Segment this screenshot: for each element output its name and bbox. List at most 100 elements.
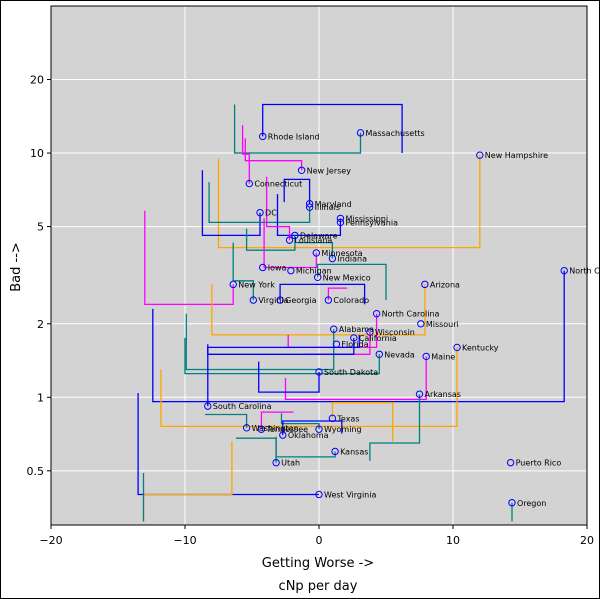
point-label: Nevada <box>384 350 415 359</box>
series-track <box>184 337 380 375</box>
data-point <box>312 249 321 257</box>
point-label: Kentucky <box>462 343 499 352</box>
y-tick-label: 10 <box>30 147 44 160</box>
point-label: West Virginia <box>324 490 376 499</box>
data-point <box>279 431 287 439</box>
data-point <box>330 325 338 333</box>
data-point <box>245 179 254 188</box>
point-label: Colorado <box>333 296 369 305</box>
point-label: Mississippi <box>345 214 388 223</box>
data-point <box>229 280 237 289</box>
point-label: New York <box>238 280 275 289</box>
point-labels: Rhode Island Massachusetts New Hampshire Ne… <box>213 129 599 508</box>
point-label: Illinois <box>315 203 340 212</box>
data-point <box>315 425 323 433</box>
point-label: Kansas <box>340 447 368 456</box>
data-point <box>332 340 341 348</box>
series-tracks <box>137 103 565 522</box>
series-track <box>317 263 387 301</box>
point-label: Oregon <box>517 499 546 508</box>
series-track <box>244 138 303 171</box>
x-axis-ticks: −20 −10 0 10 20 <box>39 525 594 547</box>
point-label: Washington <box>252 424 299 433</box>
point-label: Iowa <box>268 263 287 272</box>
point-label: North Carolina <box>382 310 440 319</box>
series-track <box>283 178 311 204</box>
series-track <box>279 283 366 305</box>
data-point <box>285 236 294 244</box>
data-point <box>276 296 284 304</box>
data-point <box>257 425 266 433</box>
x-tick-label: 0 <box>316 534 323 547</box>
point-label: Minnesota <box>321 249 362 258</box>
series-track <box>245 228 296 251</box>
data-point <box>356 129 365 137</box>
series-track <box>211 284 426 336</box>
point-label: Wyoming <box>324 425 362 434</box>
data-point <box>328 414 337 423</box>
point-label: South Dakota <box>324 368 378 377</box>
y-tick-label: 20 <box>30 74 44 87</box>
point-label: Texas <box>336 414 359 423</box>
data-point <box>242 424 251 432</box>
series-track <box>201 170 261 237</box>
point-label: Rhode Island <box>268 132 320 141</box>
series-track <box>137 393 319 496</box>
point-label: New Mexico <box>323 273 371 282</box>
data-point <box>256 208 264 217</box>
point-label: Michigan <box>296 267 332 276</box>
data-point <box>372 309 381 318</box>
data-point <box>421 280 429 289</box>
series-track <box>207 334 360 407</box>
x-tick-label: 20 <box>580 534 594 547</box>
series-track <box>282 420 343 436</box>
data-point <box>259 263 267 272</box>
data-point <box>305 203 314 211</box>
point-label: Alabama <box>339 325 374 334</box>
point-label: DC <box>265 209 277 218</box>
data-point <box>324 296 333 304</box>
series-track <box>160 347 458 428</box>
series-track <box>235 437 277 463</box>
point-label: Oklahoma <box>288 431 329 440</box>
x-tick-label: −10 <box>173 534 196 547</box>
data-point <box>336 214 345 223</box>
data-point <box>259 132 267 141</box>
data-point <box>350 334 358 342</box>
series-track <box>144 210 234 306</box>
point-label: Missouri <box>426 320 459 329</box>
y-axis-label: Bad --> <box>9 242 24 292</box>
series-track <box>266 176 291 241</box>
point-label: Massachusetts <box>366 129 425 138</box>
data-point <box>453 343 461 352</box>
data-point <box>331 447 339 456</box>
data-point <box>204 402 212 410</box>
y-axis-ticks: 0.5 1 2 5 10 20 <box>27 74 51 478</box>
series-track <box>233 104 362 154</box>
series-track <box>260 411 294 430</box>
point-label: Tennessee <box>265 425 308 434</box>
series-track <box>331 402 394 442</box>
series-track <box>284 356 427 401</box>
point-label: California <box>359 334 397 343</box>
y-tick-label: 1 <box>37 391 44 404</box>
series-track <box>369 394 421 461</box>
point-label: Arkansas <box>425 390 461 399</box>
point-label: Connecticut <box>254 180 302 189</box>
point-label: Wisconsin <box>375 328 415 337</box>
point-label: Puerto Rico <box>516 459 562 468</box>
data-point <box>315 490 323 499</box>
series-track <box>205 413 248 428</box>
x-tick-label: −20 <box>39 534 62 547</box>
x-tick-label: 10 <box>446 534 460 547</box>
data-point <box>366 328 374 336</box>
data-point <box>508 499 516 507</box>
data-point <box>328 254 337 263</box>
point-label: New Hampshire <box>485 151 548 160</box>
point-label: Utah <box>281 459 300 468</box>
x-axis-unit-label: cNp per day <box>279 579 358 594</box>
data-point <box>249 296 258 304</box>
point-label: South Carolina <box>213 402 272 411</box>
